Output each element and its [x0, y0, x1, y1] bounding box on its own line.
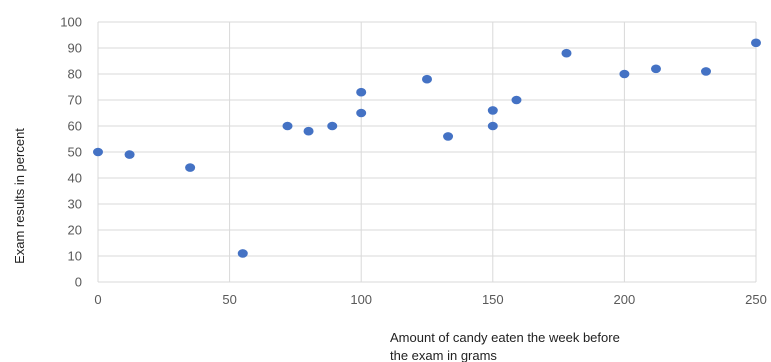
y-tick-label: 30: [68, 197, 82, 212]
y-tick-label: 0: [75, 275, 82, 290]
data-point: [237, 249, 248, 258]
y-tick-label: 10: [68, 249, 82, 264]
y-tick-label: 70: [68, 93, 82, 108]
y-axis-title: Exam results in percent: [12, 128, 27, 264]
data-point: [650, 64, 661, 74]
data-point: [327, 121, 338, 131]
x-tick-label: 50: [222, 292, 236, 307]
data-point: [185, 163, 196, 172]
x-tick-label: 100: [350, 292, 372, 307]
data-point: [511, 95, 522, 105]
x-axis-tick-labels: 0 50 100 150 200 250: [94, 292, 766, 307]
x-axis-title-line: Amount of candy eaten the week before: [390, 330, 620, 345]
data-point: [356, 87, 367, 97]
y-tick-label: 100: [60, 15, 82, 30]
data-point: [487, 106, 498, 115]
x-tick-label: 250: [745, 292, 767, 307]
x-axis-title: Amount of candy eaten the week before the…: [390, 330, 620, 362]
data-point: [561, 48, 572, 58]
y-tick-label: 50: [68, 145, 82, 160]
data-points: [93, 38, 761, 258]
data-point: [124, 150, 135, 159]
data-point: [443, 132, 454, 141]
horizontal-gridlines: [98, 21, 756, 283]
data-point: [93, 147, 103, 157]
y-tick-label: 80: [68, 67, 82, 82]
y-axis-tick-labels: 0 10 20 30 40 50 60 70 80 90 100: [60, 15, 82, 290]
data-point: [356, 108, 367, 118]
data-point: [422, 74, 432, 84]
y-tick-label: 60: [68, 119, 82, 134]
x-tick-label: 200: [614, 292, 636, 307]
data-point: [751, 38, 761, 48]
x-axis-title-line: the exam in grams: [390, 348, 497, 362]
y-tick-label: 90: [68, 41, 82, 56]
y-tick-label: 20: [68, 223, 82, 238]
x-tick-label: 0: [94, 292, 101, 307]
data-point: [282, 121, 293, 131]
data-point: [619, 69, 630, 79]
data-point: [487, 121, 498, 131]
x-tick-label: 150: [482, 292, 504, 307]
data-point: [700, 67, 711, 76]
data-point: [303, 126, 314, 136]
y-tick-label: 40: [68, 171, 82, 186]
